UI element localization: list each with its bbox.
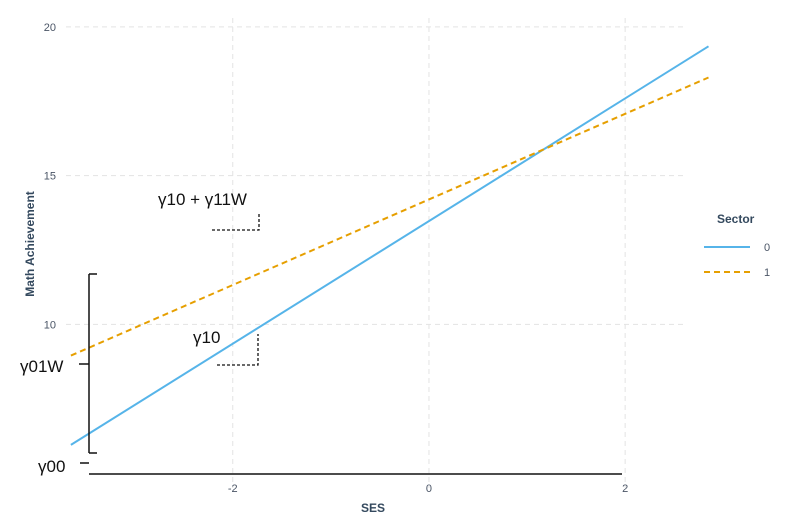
series-lines: [70, 45, 710, 446]
series-line-1: [70, 76, 709, 357]
legend-title: Sector: [717, 212, 755, 226]
y-tick-label: 15: [44, 171, 56, 183]
slope-step-top: [212, 212, 260, 231]
x-tick-label: 2: [622, 483, 628, 495]
annotation-intercept: γ00: [38, 457, 65, 476]
series-line-0: [70, 45, 710, 446]
y-tick-label: 20: [44, 22, 56, 34]
y-tick-label: 10: [44, 319, 56, 331]
x-tick-label: 0: [426, 483, 432, 495]
y-axis-title: Math Achievement: [23, 191, 37, 297]
legend-label-0: 0: [764, 242, 770, 254]
annotation-intercept-diff: γ01W: [20, 357, 63, 376]
grid: [66, 18, 684, 488]
tick-labels: -2 0 2 10 15 20: [44, 22, 628, 495]
x-tick-label: -2: [228, 483, 238, 495]
legend-label-1: 1: [764, 267, 770, 279]
annotation-slope-top: γ10 + γ11W: [158, 190, 247, 209]
legend: Sector 0 1: [704, 212, 770, 279]
x-axis-title: SES: [361, 501, 385, 515]
annotation-slope-bottom: γ10: [193, 328, 220, 347]
slope-step-bottom: [217, 334, 259, 366]
